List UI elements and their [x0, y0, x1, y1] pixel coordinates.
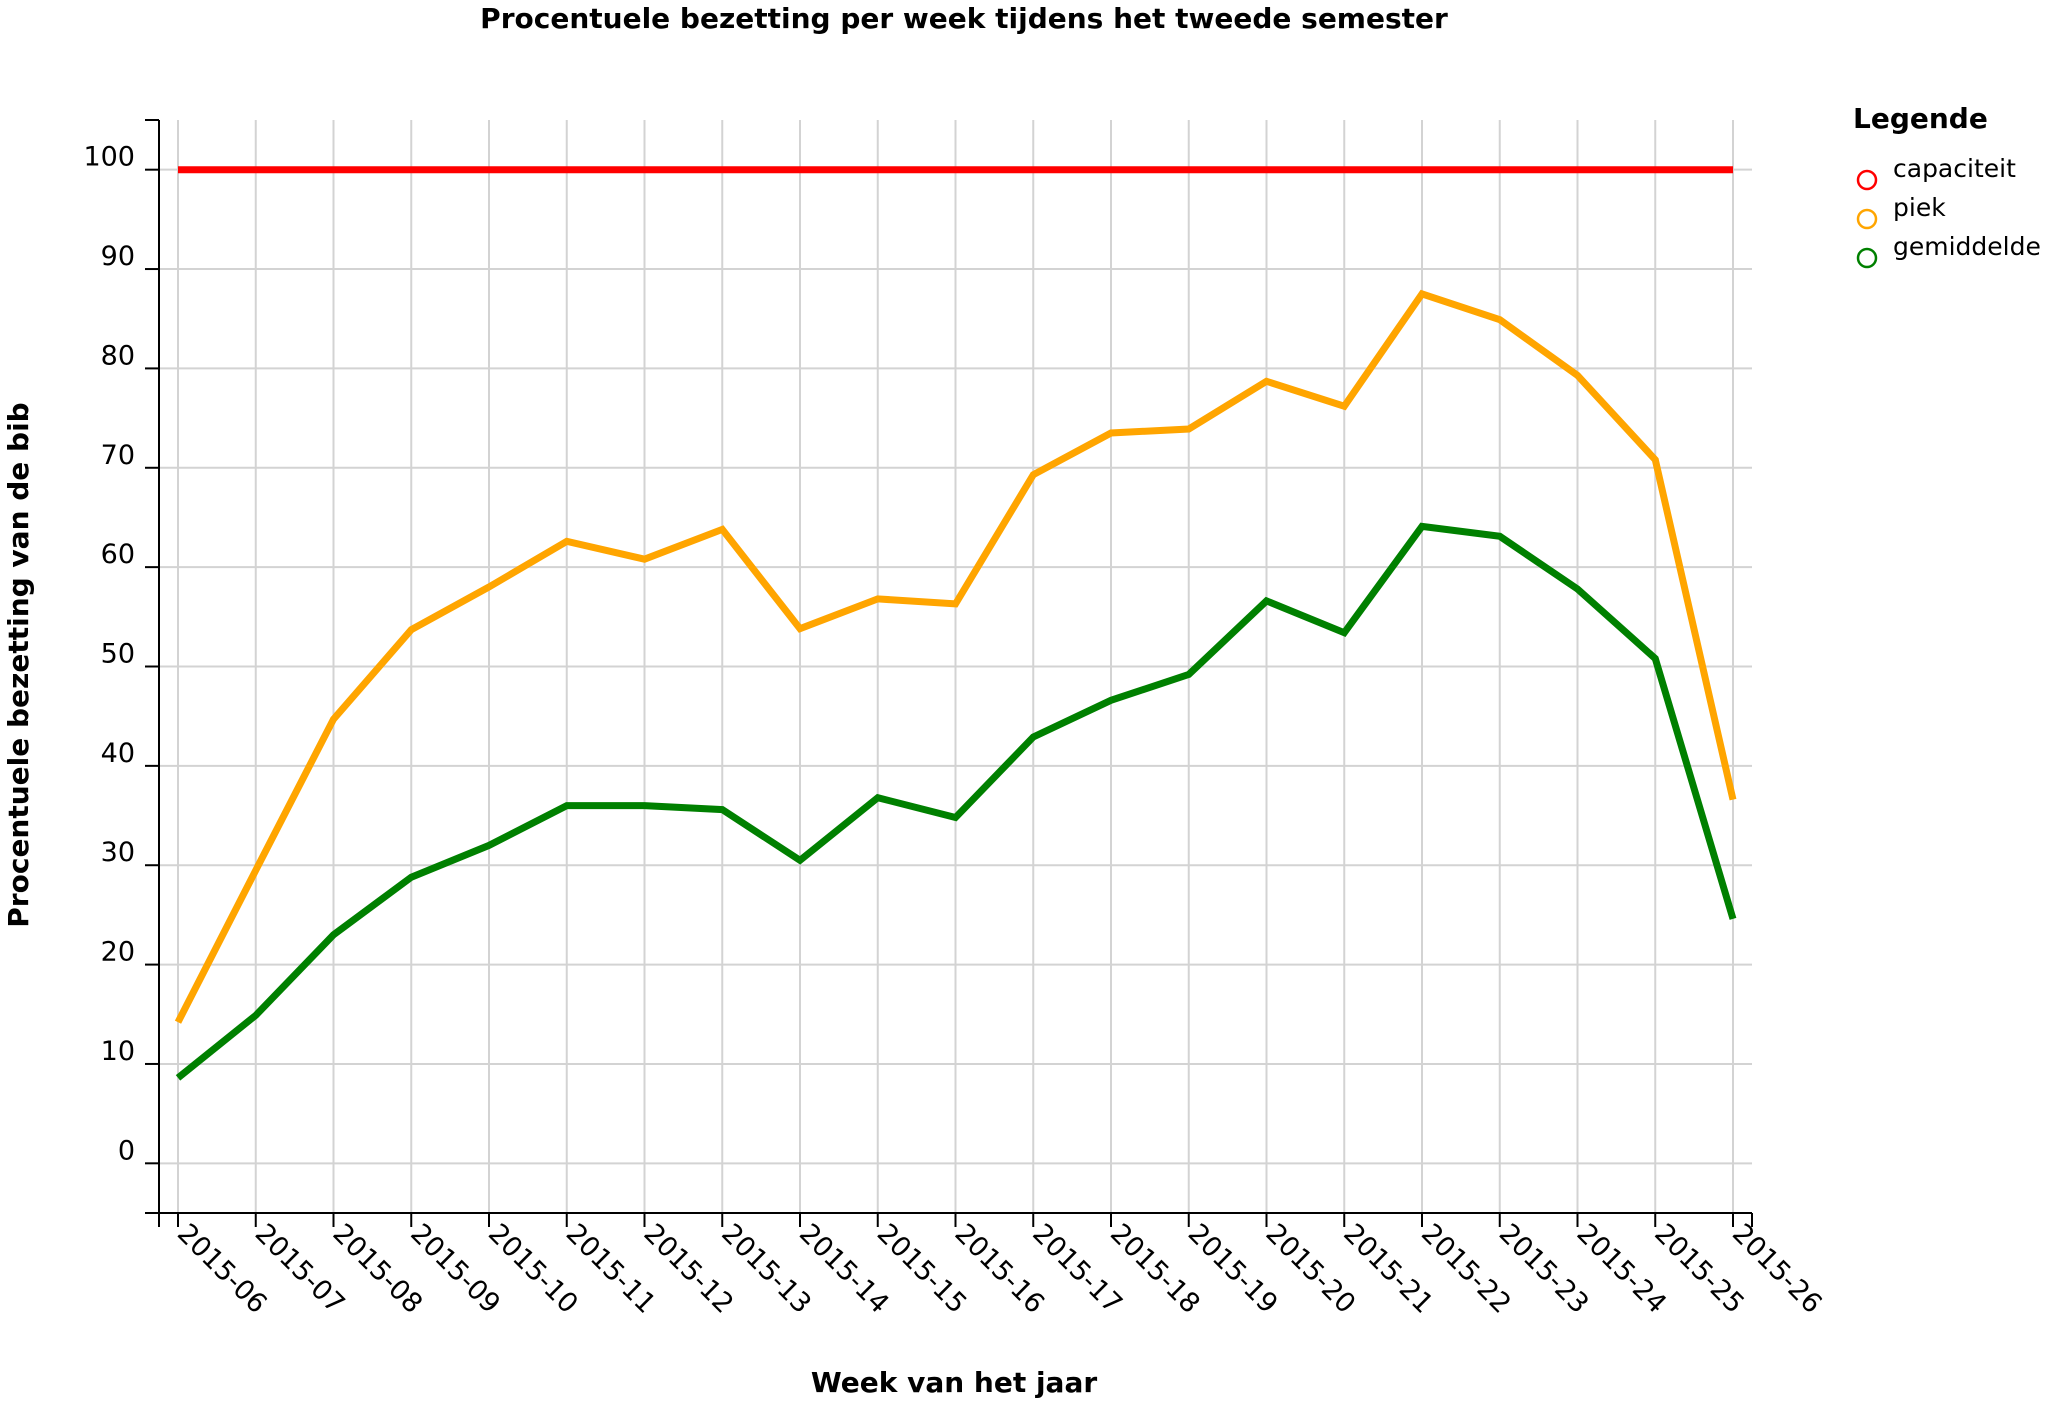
- y-axis-label: Procentuele bezetting van de bib: [2, 402, 35, 927]
- y-tick-label: 20: [101, 937, 135, 968]
- y-tick-label: 30: [101, 837, 135, 868]
- y-tick-label: 70: [101, 440, 135, 471]
- chart-title: Procentuele bezetting per week tijdens h…: [480, 2, 1448, 35]
- legend: Legende capaciteit piek gemiddelde: [1853, 102, 2041, 269]
- legend-label-piek: piek: [1893, 193, 1946, 222]
- x-axis-label: Week van het jaar: [811, 1366, 1098, 1399]
- legend-marker-piek: [1856, 208, 1878, 230]
- y-tick-label: 40: [101, 738, 135, 769]
- legend-title: Legende: [1853, 102, 1988, 135]
- axes: [145, 119, 1753, 1227]
- legend-label-gemiddelde: gemiddelde: [1893, 232, 2041, 261]
- y-tick-label: 80: [101, 340, 135, 371]
- legend-label-capaciteit: capaciteit: [1893, 154, 2016, 183]
- legend-marker-gemiddelde: [1856, 247, 1878, 269]
- y-tick-label: 10: [101, 1036, 135, 1067]
- grid: [159, 120, 1752, 1213]
- legend-marker-capaciteit: [1856, 169, 1878, 191]
- y-tick-label: 90: [101, 241, 135, 272]
- y-tick-label: 60: [101, 539, 135, 570]
- y-tick-label: 100: [83, 142, 135, 173]
- series-lines: [174, 166, 1737, 1081]
- series-line-piek: [174, 289, 1737, 1024]
- y-tick-label: 50: [101, 639, 135, 670]
- series-line-gemiddelde: [175, 522, 1737, 1081]
- y-tick-label: 0: [118, 1135, 135, 1166]
- y-axis-ticks: 0 10 20 30 40 50 60 70 80 90 100: [83, 142, 159, 1166]
- x-axis-ticks: 2015-062015-072015-082015-092015-102015-…: [171, 1213, 1828, 1320]
